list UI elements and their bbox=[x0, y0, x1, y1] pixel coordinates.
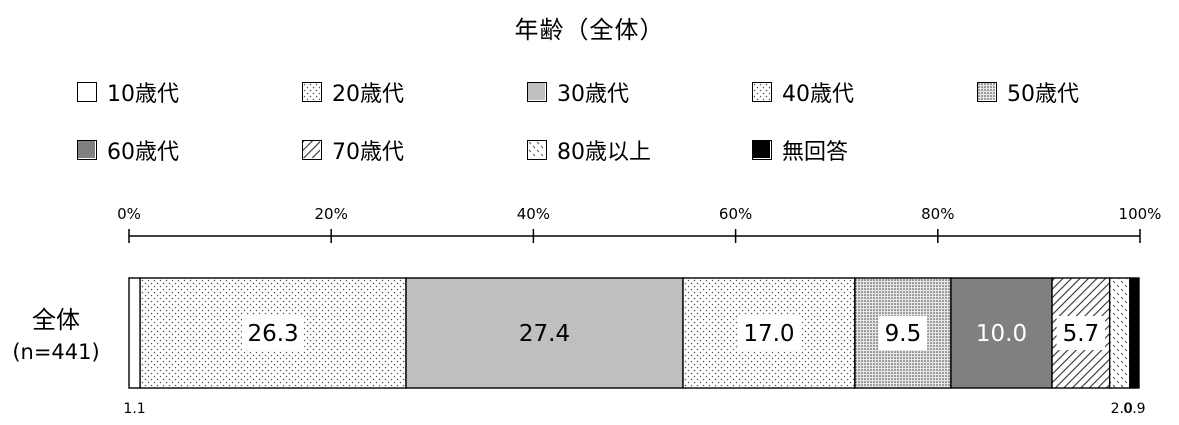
legend-item-80plus: 80歳以上 bbox=[527, 134, 651, 166]
legend-swatch-10s bbox=[77, 82, 97, 102]
data-label-1: 1.1 bbox=[123, 401, 145, 417]
legend-swatch-70s bbox=[302, 140, 322, 160]
x-tick-label: 80% bbox=[921, 205, 954, 223]
x-tick-label: 100% bbox=[1119, 205, 1162, 223]
x-tick-label: 0% bbox=[117, 205, 141, 223]
data-label-3: 27.4 bbox=[519, 321, 570, 347]
legend-item-40s: 40歳代 bbox=[752, 76, 854, 108]
legend-swatch-50s bbox=[977, 82, 997, 102]
legend-item-10s: 10歳代 bbox=[77, 76, 179, 108]
legend-label-20s: 20歳代 bbox=[332, 82, 404, 107]
legend-label-no-answer: 無回答 bbox=[782, 140, 849, 165]
data-label-4: 17.0 bbox=[743, 321, 794, 347]
data-label-7: 5.7 bbox=[1063, 321, 1100, 347]
bar-segment-6 bbox=[950, 277, 1053, 389]
legend-item-no-answer: 無回答 bbox=[752, 134, 848, 166]
legend-label-30s: 30歳代 bbox=[557, 82, 629, 107]
legend-label-80plus: 80歳以上 bbox=[557, 140, 651, 165]
legend-item-30s: 30歳代 bbox=[527, 76, 629, 108]
category-sublabel: (n=441) bbox=[12, 340, 100, 364]
data-label-bg-5 bbox=[878, 316, 928, 350]
bar-segment-1 bbox=[128, 277, 141, 389]
x-axis: 0% 20% 40% 60% 80% 100% bbox=[117, 205, 1161, 243]
legend-label-50s: 50歳代 bbox=[1007, 82, 1079, 107]
data-label-bg-2 bbox=[242, 316, 305, 350]
legend-item-20s: 20歳代 bbox=[302, 76, 404, 108]
data-label-bg-7 bbox=[1056, 316, 1106, 350]
bar-segment-8 bbox=[1108, 277, 1131, 389]
data-label-5: 9.5 bbox=[885, 321, 922, 347]
legend-item-60s: 60歳代 bbox=[77, 134, 179, 166]
legend-swatch-no-answer bbox=[752, 140, 772, 160]
data-label-6: 10.0 bbox=[976, 321, 1027, 347]
data-labels: 1.1 26.3 27.4 17.0 9.5 10.0 5.7 2.00.9 bbox=[123, 316, 1146, 417]
data-label-bg-4 bbox=[737, 316, 800, 350]
data-label-8: 2.0 bbox=[1111, 401, 1133, 417]
x-tick-label: 40% bbox=[517, 205, 550, 223]
legend-label-10s: 10歳代 bbox=[107, 82, 179, 107]
bar-segment-3 bbox=[405, 277, 684, 389]
data-label-9: 0.9 bbox=[1123, 401, 1145, 417]
legend-item-70s: 70歳代 bbox=[302, 134, 404, 166]
category-label: 全体 bbox=[32, 306, 80, 334]
legend-label-60s: 60歳代 bbox=[107, 140, 179, 165]
x-tick-label: 20% bbox=[315, 205, 348, 223]
legend-label-70s: 70歳代 bbox=[332, 140, 404, 165]
x-tick-label: 60% bbox=[719, 205, 752, 223]
legend-swatch-30s bbox=[527, 82, 547, 102]
data-label-2: 26.3 bbox=[247, 321, 298, 347]
legend-swatch-60s bbox=[77, 140, 97, 160]
legend-label-40s: 40歳代 bbox=[782, 82, 854, 107]
bar-segment-9 bbox=[1129, 277, 1140, 389]
legend-swatch-40s bbox=[752, 82, 772, 102]
legend-swatch-20s bbox=[302, 82, 322, 102]
chart-title: 年齢（全体） bbox=[514, 16, 665, 44]
legend-swatch-80plus bbox=[527, 140, 547, 160]
legend-item-50s: 50歳代 bbox=[977, 76, 1079, 108]
